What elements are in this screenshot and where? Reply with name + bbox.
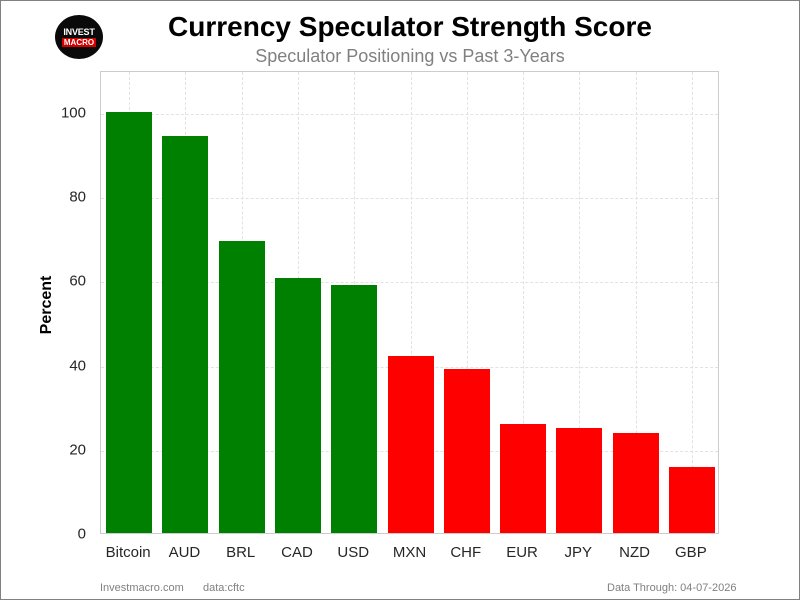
gridline-vertical [523, 72, 525, 533]
gridline-horizontal [101, 114, 718, 116]
chart-subtitle: Speculator Positioning vs Past 3-Years [255, 46, 565, 66]
bar-eur [500, 423, 547, 533]
gridline-vertical [466, 72, 468, 533]
x-tick-label: EUR [506, 544, 538, 561]
x-tick-label: NZD [619, 544, 650, 561]
chart-title: Currency Speculator Strength Score [168, 11, 652, 42]
y-tick-label: 60 [69, 272, 86, 290]
x-tick-label: MXN [392, 544, 427, 561]
y-tick-label: 20 [69, 441, 86, 459]
bar-mxn [387, 355, 434, 533]
gridline-horizontal [101, 198, 718, 200]
x-tick-label: JPY [564, 544, 593, 561]
bar-usd [331, 284, 378, 533]
bar-jpy [556, 427, 603, 533]
x-tick-label: GBP [675, 544, 707, 561]
x-tick-label: Bitcoin [105, 544, 151, 561]
gridline-horizontal [101, 282, 718, 284]
logo-text-invest: INVEST [63, 27, 95, 37]
bar-nzd [612, 432, 659, 533]
x-tick-label: BRL [226, 544, 256, 561]
gridline-vertical [691, 72, 693, 533]
plot-area [100, 71, 719, 534]
footer-site: Investmacro.com [100, 582, 184, 594]
x-tick-label: AUD [168, 544, 201, 561]
footer-source: data:cftc [203, 582, 245, 594]
logo-text-macro: MACRO [61, 38, 97, 47]
y-tick-label: 0 [77, 525, 86, 543]
x-tick-label: USD [337, 544, 370, 561]
bar-gbp [668, 466, 715, 533]
y-tick-label: 80 [69, 188, 86, 206]
gridline-vertical [410, 72, 412, 533]
y-tick-label: 40 [69, 357, 86, 375]
bar-bitcoin [106, 112, 153, 533]
gridline-vertical [579, 72, 581, 533]
x-tick-label: CAD [281, 544, 313, 561]
x-tick-label: CHF [450, 544, 482, 561]
footer-data-through: Data Through: 04-07-2026 [607, 582, 737, 594]
investmacro-logo: INVEST MACRO [55, 15, 103, 59]
bar-cad [274, 277, 321, 533]
gridline-vertical [635, 72, 637, 533]
y-tick-label: 100 [60, 104, 86, 122]
bar-brl [218, 241, 265, 533]
bar-chf [443, 368, 490, 533]
bar-aud [162, 136, 209, 533]
